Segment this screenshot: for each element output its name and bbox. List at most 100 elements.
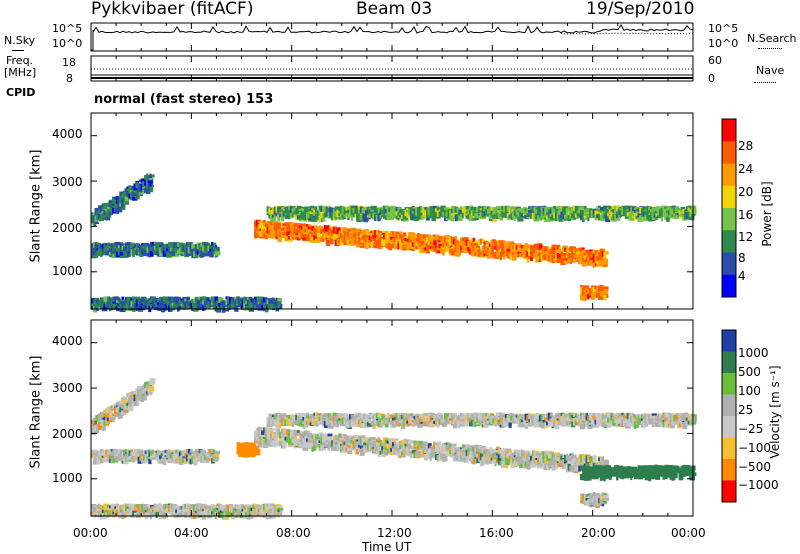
power-cell <box>402 232 407 238</box>
power-cell <box>374 242 377 249</box>
velocity-cell <box>145 391 148 395</box>
power-cell <box>531 207 534 212</box>
power-cell <box>467 248 471 252</box>
velocity-cell <box>214 453 220 460</box>
velocity-cell <box>257 426 261 434</box>
velocity-cell <box>334 442 338 445</box>
power-cell <box>116 242 120 247</box>
power-cell <box>191 243 194 250</box>
power-cell <box>587 215 590 222</box>
power-cell <box>169 297 173 303</box>
power-cell <box>599 214 606 221</box>
power-cell <box>454 250 461 257</box>
power-cell <box>431 206 436 212</box>
power-cell <box>284 214 289 220</box>
xtick-1200: 12:00 <box>377 526 412 540</box>
velocity-cell <box>306 439 309 446</box>
power-cell <box>218 301 221 307</box>
power-cell <box>576 254 580 260</box>
power-cell <box>383 232 386 240</box>
power-cell <box>327 206 331 209</box>
power-cell <box>472 247 476 251</box>
power-cell <box>370 236 375 241</box>
power-cell <box>134 243 137 249</box>
velocity-cell <box>297 430 300 433</box>
velocity-cell <box>354 440 361 446</box>
power-cell <box>408 237 411 242</box>
power-cell <box>356 215 362 223</box>
power-cell <box>431 238 435 245</box>
power-cell <box>318 233 321 238</box>
power-cell <box>492 212 495 219</box>
power-cell <box>169 246 174 252</box>
power-cell <box>325 208 331 215</box>
velocity-cell <box>315 439 319 445</box>
power-cell <box>417 212 420 218</box>
power-cell <box>169 242 172 248</box>
power-cell <box>119 200 123 204</box>
velocity-cell <box>128 405 134 412</box>
power-cell <box>598 254 604 261</box>
power-cell <box>137 304 140 308</box>
power-cell <box>241 305 245 310</box>
power-cell <box>255 233 260 238</box>
power-cell <box>110 305 113 311</box>
xaxis-label: Time UT <box>362 540 412 554</box>
power-cell <box>144 248 148 251</box>
power-cell <box>598 215 601 221</box>
power-cell <box>96 299 99 304</box>
power-cell <box>173 249 177 256</box>
power-cell <box>533 206 537 212</box>
power-cell <box>121 201 124 207</box>
power-cell <box>435 209 438 216</box>
power-cell <box>553 246 556 253</box>
velocity-ytick-1000: 1000 <box>52 471 83 485</box>
power-cell <box>331 207 334 213</box>
power-cell <box>135 299 140 307</box>
power-cell <box>340 240 344 246</box>
velocity-cell <box>162 458 167 465</box>
freq-unit-label: [MHz] <box>4 66 37 79</box>
power-cell <box>352 237 356 242</box>
power-cell <box>175 297 179 301</box>
power-cell <box>202 305 205 311</box>
velocity-cell <box>361 437 365 444</box>
power-cell <box>263 305 266 309</box>
power-cell <box>512 249 515 254</box>
power-cell <box>134 297 138 302</box>
power-cell <box>624 213 628 217</box>
power-cell <box>365 235 369 238</box>
power-cell <box>542 208 545 213</box>
power-cell <box>483 242 487 250</box>
velocity-cb-tick-500: 500 <box>738 365 761 379</box>
velocity-cell <box>124 408 129 412</box>
power-cell <box>374 213 377 217</box>
power-cell <box>506 241 510 248</box>
power-cell <box>272 298 275 302</box>
power-cell <box>589 290 592 295</box>
power-cell <box>485 241 491 245</box>
velocity-cell <box>100 457 103 464</box>
velocity-cell <box>119 454 124 457</box>
power-cell <box>402 210 407 214</box>
power-cell <box>476 248 480 252</box>
velocity-cell <box>336 441 339 444</box>
power-cell <box>112 243 116 247</box>
velocity-cell <box>99 411 106 415</box>
velocity-cell <box>184 458 187 464</box>
power-cell <box>288 215 291 220</box>
power-cell <box>528 210 532 214</box>
power-cell <box>304 228 307 232</box>
power-cell <box>356 212 359 218</box>
power-cell <box>666 206 670 214</box>
power-cell <box>601 291 605 297</box>
power-cell <box>221 306 226 313</box>
power-cell <box>508 244 512 250</box>
power-cell <box>433 246 436 252</box>
velocity-cell <box>94 420 97 425</box>
power-cell <box>132 249 135 254</box>
power-cell <box>160 242 164 248</box>
power-cell <box>454 210 458 213</box>
power-cell <box>451 248 457 256</box>
power-cell <box>257 229 261 233</box>
